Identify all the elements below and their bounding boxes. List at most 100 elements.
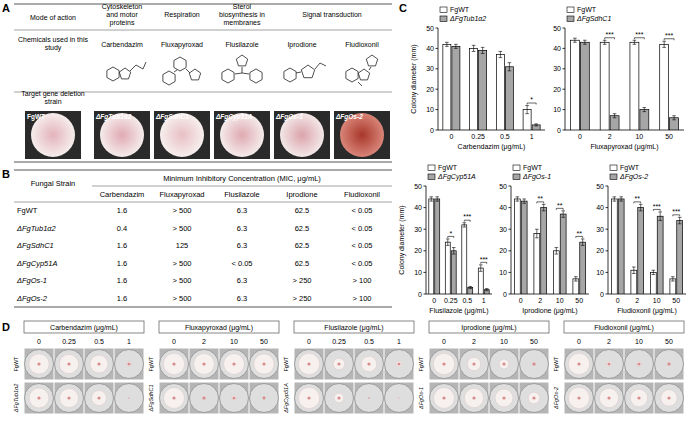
error-cap — [454, 44, 458, 45]
ring — [284, 68, 296, 82]
mode-of-action: Respiration — [164, 11, 200, 19]
error-bar — [446, 239, 450, 245]
petri-dish — [160, 350, 189, 379]
colony — [127, 362, 132, 367]
colony-center — [202, 396, 205, 399]
colony — [464, 388, 483, 407]
colony-mycelium — [60, 389, 79, 408]
error-stem — [556, 248, 557, 254]
column-header: Carbendazim — [100, 190, 145, 199]
mic-value: 6.3 — [237, 294, 247, 303]
legend-label: ΔFgSdhC1 — [576, 15, 611, 23]
significance-bracket — [673, 215, 680, 217]
mic-value: > 250 — [293, 276, 312, 285]
bars — [611, 197, 682, 294]
colony-center — [128, 397, 129, 398]
mic-value: > 500 — [173, 276, 192, 285]
mic-value: 6.3 — [237, 276, 247, 285]
error-bar — [525, 106, 529, 114]
colony — [254, 354, 274, 374]
colony-photo — [25, 111, 81, 159]
petri-dish — [385, 384, 414, 413]
error-bar — [678, 217, 682, 223]
colony-mycelium — [29, 354, 49, 374]
bar — [468, 288, 473, 294]
colony — [599, 388, 618, 407]
colony-mycelium — [637, 362, 642, 367]
bar — [600, 42, 609, 130]
dish-background — [85, 349, 114, 380]
error-cap — [522, 198, 526, 199]
group-title: Carbendazim (μg/mL) — [50, 324, 118, 332]
error-bar — [472, 45, 476, 51]
colony — [232, 396, 237, 401]
concentration-label: 1 — [397, 338, 401, 345]
error-stem — [634, 40, 635, 44]
concentration-label: 2 — [607, 338, 611, 345]
error-cap — [652, 274, 656, 275]
legend-swatch — [428, 174, 435, 180]
y-tick-label: 30 — [553, 65, 561, 72]
legend-label: ΔFgOs-2 — [619, 173, 648, 181]
bar — [610, 116, 619, 130]
error-cap — [658, 211, 662, 212]
error-stem — [482, 47, 483, 53]
significance-bracket — [576, 236, 583, 238]
legend-swatch — [513, 165, 520, 171]
error-cap — [639, 210, 643, 211]
y-tick — [606, 207, 609, 208]
dish-background — [490, 349, 519, 380]
error-stem — [536, 124, 537, 126]
petri-dish — [625, 384, 654, 413]
dish-background — [160, 383, 189, 414]
colony-photo — [154, 111, 210, 159]
petri-dish — [85, 384, 114, 413]
significance-bracket — [634, 202, 641, 204]
bar — [660, 44, 669, 130]
y-tick-label: 30 — [596, 226, 604, 233]
error-bar — [445, 42, 449, 46]
colony-mycelium — [298, 353, 319, 374]
column-header: Fludioxonil — [344, 190, 380, 199]
error-stem — [517, 197, 518, 201]
colony-photo — [274, 111, 330, 159]
dish-background — [220, 349, 249, 380]
significance-bracket — [481, 262, 487, 264]
colony — [368, 397, 369, 398]
colony-center — [637, 362, 640, 365]
table-rule — [14, 30, 392, 31]
petri-dish — [115, 384, 144, 413]
mic-value: 1.6 — [117, 294, 127, 303]
colony — [224, 354, 245, 375]
column-header: Iprodione — [286, 190, 317, 199]
colony-center — [532, 396, 535, 399]
colony-center — [97, 396, 100, 399]
error-stem — [447, 239, 448, 245]
x-tick-label: 0 — [432, 297, 436, 304]
y-axis — [511, 186, 512, 294]
dish-background — [55, 349, 84, 380]
colony-center — [532, 362, 535, 365]
colony-mycelium — [254, 354, 274, 374]
strain-name: ΔFgSdhC1 — [16, 241, 54, 250]
y-tick-label: 40 — [596, 204, 604, 211]
error-stem — [470, 286, 471, 288]
dish-background — [460, 383, 489, 414]
error-stem — [614, 197, 615, 201]
error-cap — [643, 107, 647, 108]
petri-dish — [490, 384, 519, 413]
colony — [90, 355, 108, 373]
concentration-label: 50 — [665, 338, 673, 345]
y-tick — [436, 28, 439, 29]
concentration-label: 0 — [307, 338, 311, 345]
significance-bracket — [527, 103, 536, 105]
bar — [462, 225, 467, 294]
colony — [398, 397, 400, 399]
mode-of-action: Sterolbiosynthesis inmembranes — [219, 3, 265, 26]
colony — [630, 389, 647, 406]
petri-dish — [520, 384, 549, 413]
colony — [29, 388, 49, 408]
error-cap — [472, 45, 476, 46]
y-tick-label: 0 — [557, 127, 561, 134]
row-label: FgWT — [553, 356, 559, 372]
